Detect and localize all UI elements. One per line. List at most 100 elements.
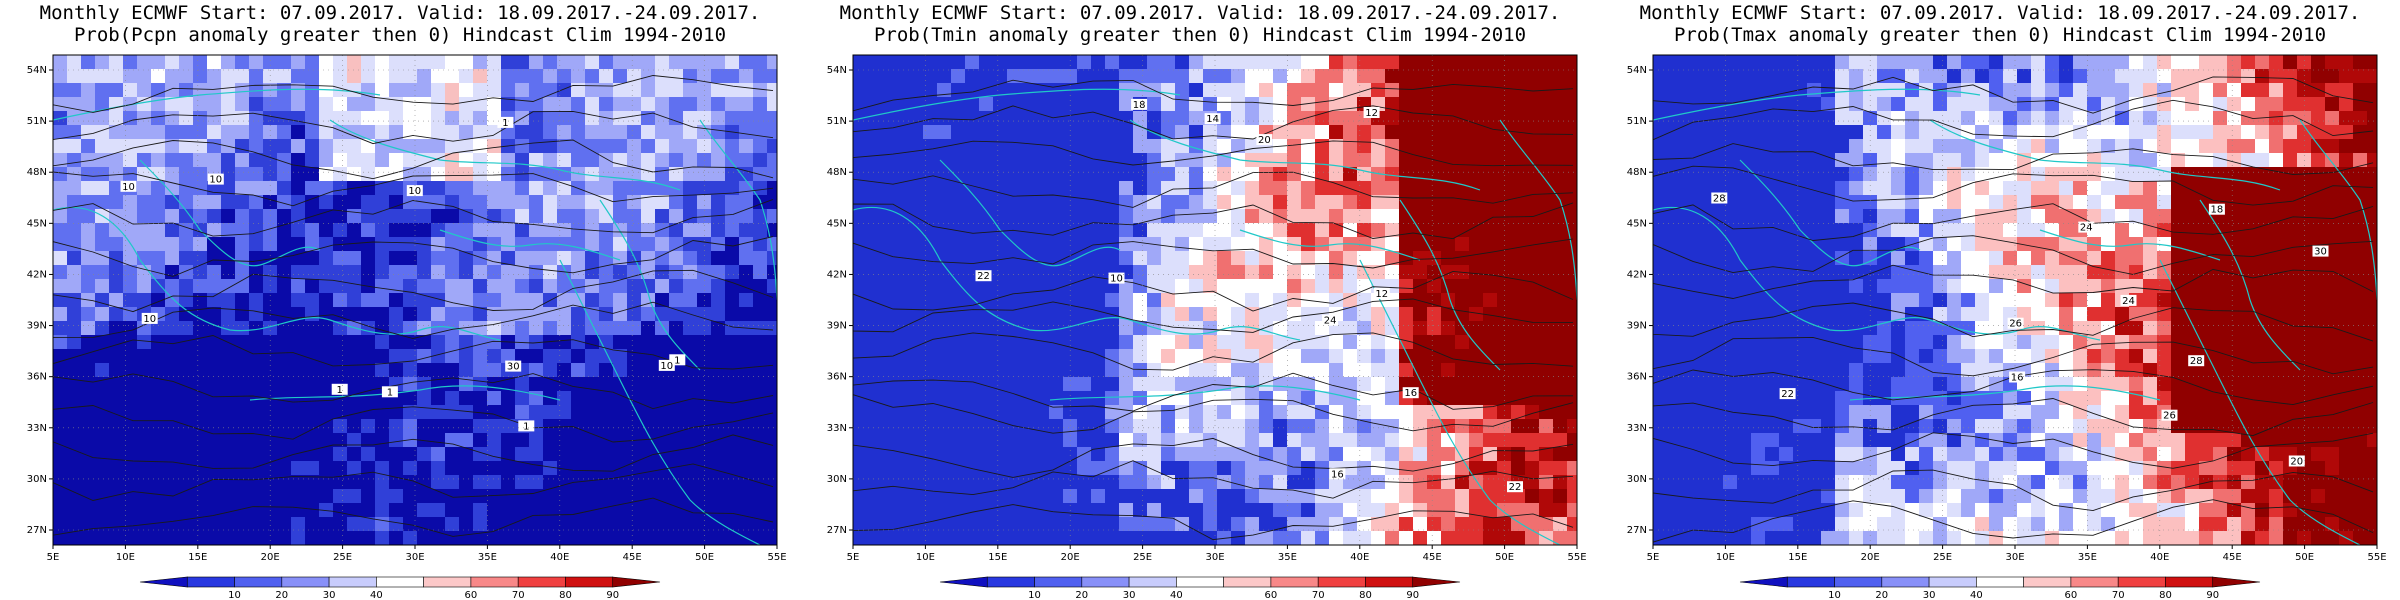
colorbar-swatch — [1223, 576, 1272, 588]
map-tmin: 10 12 14 16 18 20 22 24 12 16 22 5E 10E 15E 20E 25E 30E 3… — [827, 54, 1587, 600]
colorbar-swatch — [2117, 576, 2166, 588]
lat-tick-label: 33N — [27, 423, 47, 434]
contour-label: 12 — [1365, 108, 1378, 119]
lat-tick-label: 30N — [827, 474, 847, 485]
contour-line — [853, 270, 1574, 312]
map-panel-tmax: Monthly ECMWF Start: 07.09.2017. Valid: … — [1600, 0, 2400, 600]
contour-line — [1653, 264, 2374, 299]
contour-line — [1653, 336, 2374, 377]
colorbar-swatch — [1081, 576, 1130, 588]
coastline-line — [599, 199, 701, 371]
lat-tick-label: 30N — [27, 474, 47, 485]
contour-line — [1653, 76, 2374, 114]
contour-label: 10 — [143, 314, 156, 325]
lon-tick-label: 50E — [1495, 552, 1514, 563]
contour-label: 10 — [660, 361, 673, 372]
panel-title-line1: Monthly ECMWF Start: 07.09.2017. Valid: … — [839, 2, 1561, 24]
colorbar-label: 40 — [370, 590, 383, 600]
contour-line — [53, 269, 774, 313]
coastline-line — [2039, 229, 2221, 261]
lon-tick-label: 5E — [847, 552, 860, 563]
coastline-line — [853, 88, 1181, 121]
colorbar-label: 10 — [1028, 590, 1041, 600]
lon-tick-label: 5E — [1647, 552, 1660, 563]
contour-label: 1 — [502, 118, 508, 129]
lon-tick-label: 10E — [1716, 552, 1735, 563]
colorbar-swatch — [1034, 576, 1083, 588]
colorbar-swatch — [1412, 576, 1461, 588]
contour-label: 22 — [1781, 389, 1794, 400]
contour-line — [53, 497, 774, 537]
lat-tick-label: 30N — [1627, 474, 1647, 485]
lat-tick-label: 42N — [1627, 269, 1647, 280]
lat-tick-label: 33N — [827, 423, 847, 434]
contour-line — [53, 301, 774, 339]
lon-tick-label: 10E — [916, 552, 935, 563]
colorbar-label: 30 — [1923, 590, 1936, 600]
contour-label: 20 — [1258, 135, 1271, 146]
contour-label: 24 — [1324, 316, 1337, 327]
lon-tick-label: 20E — [1861, 552, 1880, 563]
coastline-line — [2199, 199, 2301, 371]
lat-tick-label: 51N — [827, 116, 847, 127]
contour-line — [853, 460, 1574, 499]
lon-tick-label: 20E — [1061, 552, 1080, 563]
colorbar-swatch — [328, 576, 377, 588]
colorbar-label: 60 — [1265, 590, 1278, 600]
lon-tick-label: 35E — [478, 552, 497, 563]
coastline-line — [1653, 88, 1981, 121]
colorbar-swatch — [1365, 576, 1414, 588]
lon-tick-label: 5E — [47, 552, 60, 563]
colorbar-swatch — [1270, 576, 1319, 588]
contour-label: 1 — [674, 355, 680, 366]
contour-label: 1 — [387, 387, 393, 398]
contour-line — [853, 238, 1574, 269]
lat-tick-label: 36N — [1627, 372, 1647, 383]
colorbar-swatch — [986, 576, 1035, 588]
lon-tick-label: 30E — [405, 552, 424, 563]
coastline-line — [329, 119, 681, 191]
contour-line — [53, 405, 774, 443]
colorbar-swatch — [612, 576, 661, 588]
colorbar-swatch — [234, 576, 283, 588]
contour-line — [853, 171, 1574, 208]
lon-tick-label: 45E — [623, 552, 642, 563]
colorbar-label: 40 — [1970, 590, 1983, 600]
colorbar-label: 60 — [2065, 590, 2078, 600]
contour-label: 24 — [2080, 223, 2093, 234]
colorbar-swatch — [1881, 576, 1930, 588]
contour-label: 28 — [1713, 194, 1726, 205]
contour-line — [53, 198, 774, 237]
colorbar-swatch — [1128, 576, 1177, 588]
contour-label: 18 — [2211, 205, 2224, 216]
contour-line — [853, 437, 1574, 478]
contour-label: 10 — [209, 175, 222, 186]
contour-label: 22 — [1509, 482, 1522, 493]
colorbar-label: 10 — [228, 590, 241, 600]
lon-tick-label: 50E — [2295, 552, 2314, 563]
colorbar-label: 30 — [1123, 590, 1136, 600]
coastline-line — [1129, 119, 1481, 191]
coastline-line — [139, 159, 321, 267]
contour-label: 16 — [2011, 373, 2024, 384]
contour-label: 26 — [2163, 411, 2176, 422]
colorbar-label: 70 — [2112, 590, 2125, 600]
colorbar-label: 10 — [1828, 590, 1841, 600]
coastline-line — [1739, 159, 1921, 267]
colorbar-swatch — [2212, 576, 2261, 588]
lat-tick-label: 27N — [27, 525, 47, 536]
lon-tick-label: 15E — [988, 552, 1007, 563]
colorbar-label: 90 — [2206, 590, 2219, 600]
lon-tick-label: 10E — [116, 552, 135, 563]
colorbar-swatch — [565, 576, 614, 588]
lat-tick-label: 27N — [827, 525, 847, 536]
panel-title-line2: Prob(Pcpn anomaly greater then 0) Hindca… — [73, 24, 727, 46]
contour-line — [1653, 203, 2374, 241]
colorbar-swatch — [2070, 576, 2119, 588]
colorbar-swatch — [2023, 576, 2072, 588]
colorbar-swatch — [470, 576, 519, 588]
lat-tick-label: 54N — [27, 65, 47, 76]
coastline-line — [53, 88, 381, 121]
lat-tick-label: 39N — [827, 321, 847, 332]
coastline-line — [1849, 385, 2161, 401]
